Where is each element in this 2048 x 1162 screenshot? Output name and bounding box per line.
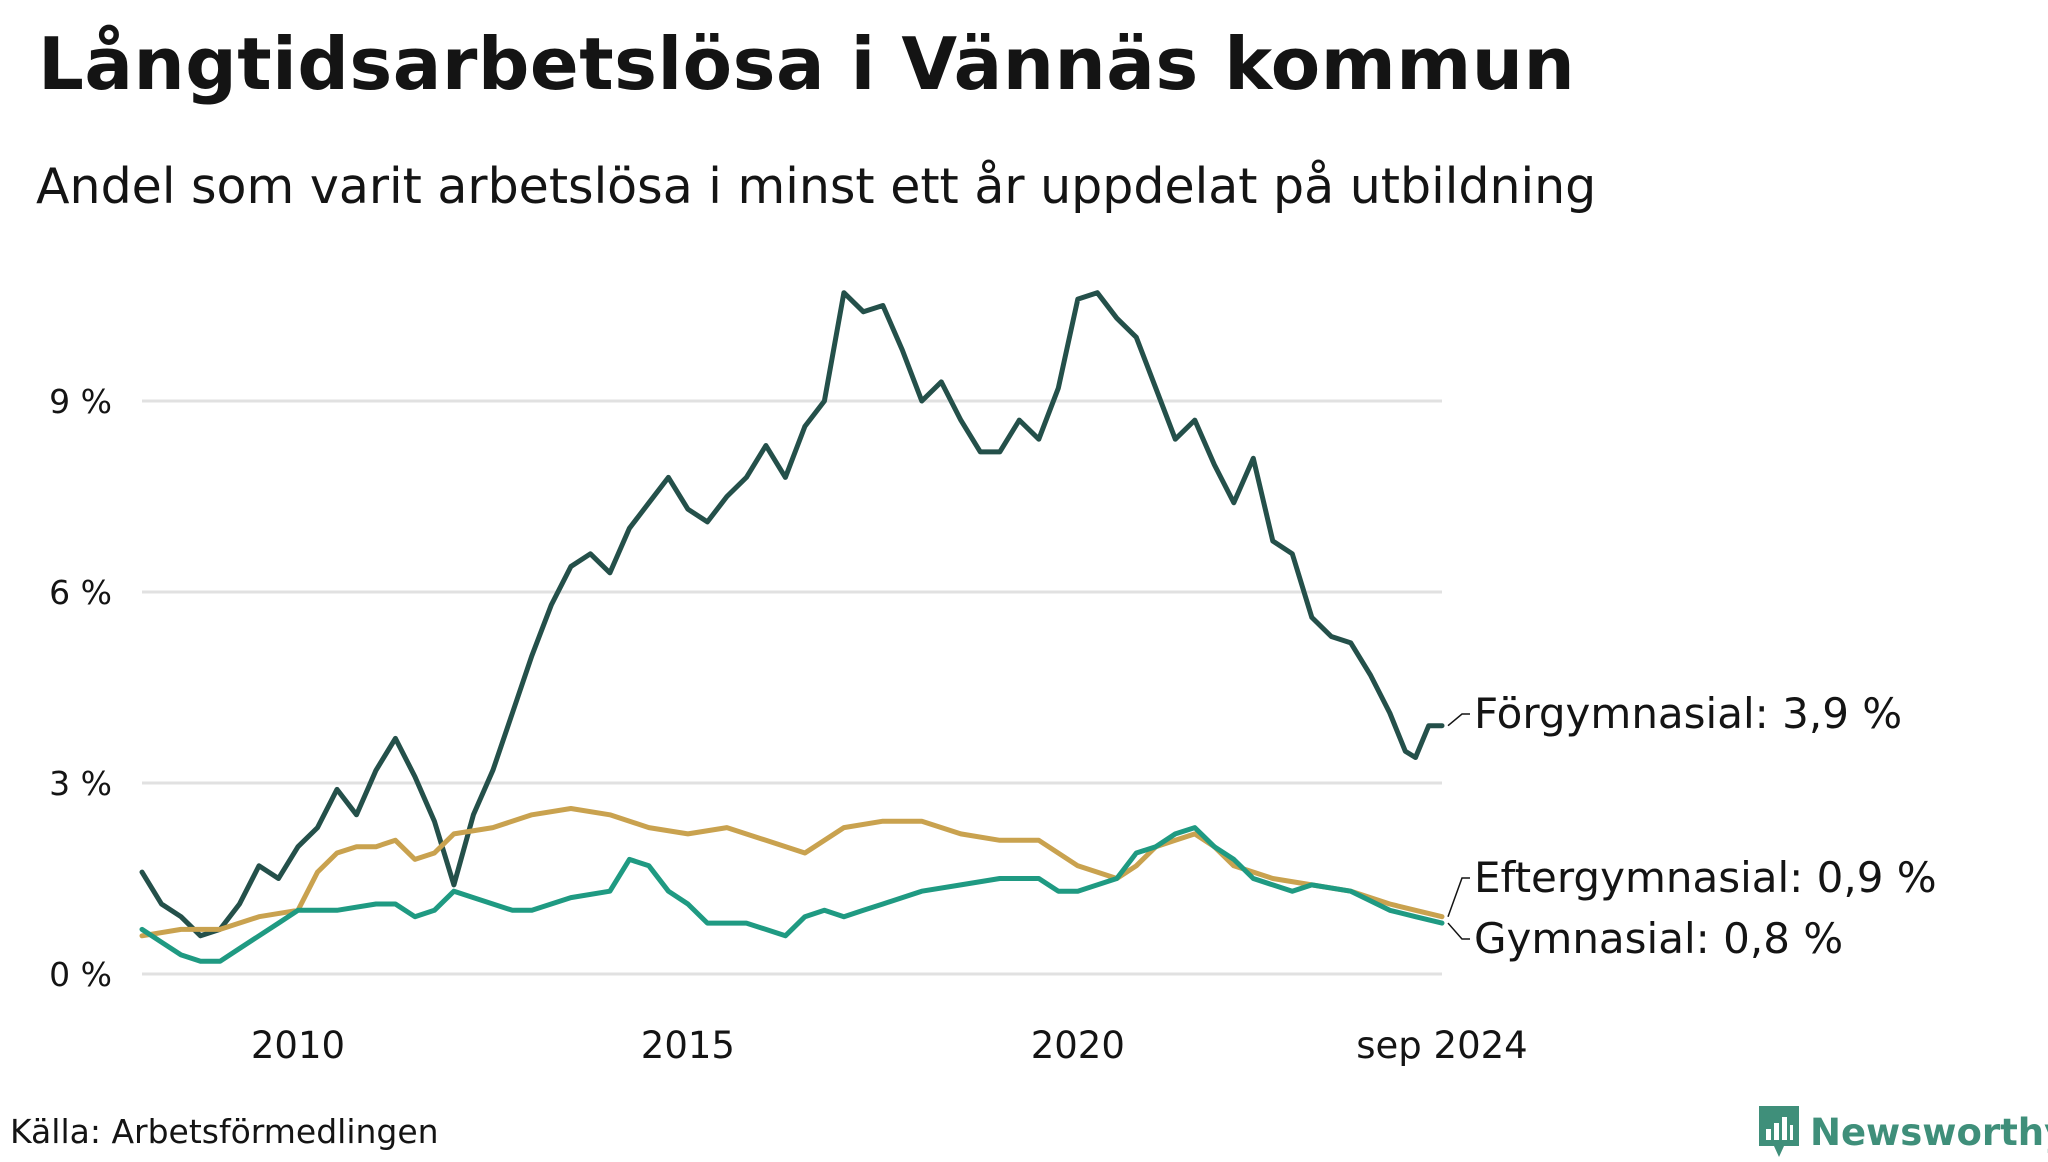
x-tick-label: 2015 (641, 1024, 735, 1067)
end-labels: Förgymnasial: 3,9 % Eftergymnasial: 0,9 %… (1447, 689, 1937, 963)
y-axis: 0 % 3 % 6 % 9 % (49, 382, 112, 994)
label-leader (1447, 713, 1470, 727)
x-tick-label: 2010 (251, 1024, 345, 1067)
label-leader (1447, 922, 1470, 940)
source-note: Källa: Arbetsförmedlingen (10, 1112, 439, 1151)
series-end-label: Eftergymnasial: 0,9 % (1474, 853, 1937, 902)
y-tick-label: 6 % (49, 573, 112, 612)
y-tick-label: 3 % (49, 764, 112, 803)
brand-name: Newsworthy (1810, 1110, 2048, 1154)
brand-logo: Newsworthy (1756, 1102, 2048, 1162)
x-axis: 2010 2015 2020 sep 2024 (251, 1024, 1528, 1067)
bar-chart-icon (1759, 1106, 1799, 1157)
series-lines (139, 290, 1445, 964)
chart-subtitle: Andel som varit arbetslösa i minst ett å… (36, 158, 1597, 215)
chart-title: Långtidsarbetslösa i Vännäs kommun (38, 22, 1576, 106)
line-chart: 0 % 3 % 6 % 9 % 2010 2015 2020 sep 2024 Förgym… (49, 290, 1937, 1067)
y-tick-label: 9 % (49, 382, 112, 421)
series-line (139, 825, 1445, 964)
label-leader (1447, 877, 1470, 917)
y-tick-label: 0 % (49, 955, 112, 994)
series-end-label: Gymnasial: 0,8 % (1474, 914, 1843, 963)
series-end-label: Förgymnasial: 3,9 % (1474, 689, 1902, 738)
series-line (139, 290, 1445, 939)
gridlines (142, 399, 1442, 976)
x-tick-label: 2020 (1031, 1024, 1125, 1067)
x-tick-label: sep 2024 (1356, 1024, 1527, 1067)
